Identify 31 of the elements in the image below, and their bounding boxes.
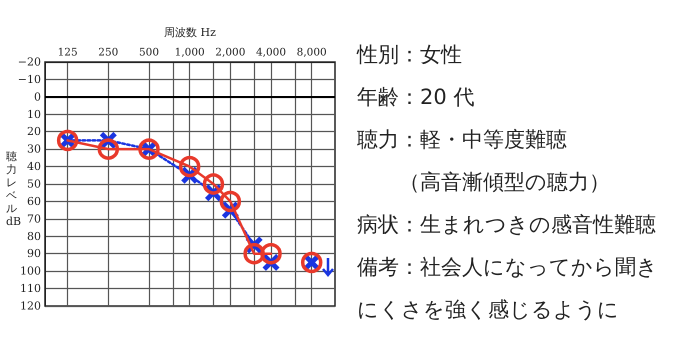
y-tick-label: −20 <box>18 56 41 68</box>
x-axis-title: 周波数 Hz <box>164 26 216 39</box>
x-tick-label: 125 <box>58 46 78 58</box>
y-tick-label: 90 <box>27 247 41 260</box>
text: 聴力：軽・中等度難聴 <box>357 128 567 152</box>
x-tick-label: 2,000 <box>215 46 246 58</box>
text: 病状：生まれつきの感音性難聴 <box>357 212 656 236</box>
y-tick-label: 40 <box>27 160 41 174</box>
x-tick-label: 1,000 <box>174 46 205 58</box>
text: 年齢：20 代 <box>357 85 474 109</box>
y-tick-label: 70 <box>27 212 41 226</box>
y-tick-label: 120 <box>20 300 41 312</box>
text: 性別：女性 <box>356 42 462 66</box>
y-tick-label: 80 <box>27 230 41 243</box>
text: にくさを強く感じるように <box>357 298 619 322</box>
y-axis-title: 聴力レベルdB <box>6 150 22 228</box>
x-tick-label: 250 <box>98 46 118 58</box>
x-tick-label: 4,000 <box>256 46 286 58</box>
y-tick-label: 0 <box>34 90 41 104</box>
x-tick-label: 500 <box>138 46 160 58</box>
y-tick-label: 30 <box>27 142 41 156</box>
y-tick-label: 100 <box>20 264 41 278</box>
x-tick-label: 8,000 <box>296 46 327 58</box>
y-tick-label: 10 <box>27 108 41 121</box>
y-tick-label: 60 <box>27 194 41 208</box>
y-tick-label: 20 <box>27 125 41 138</box>
y-tick-label: 50 <box>27 178 41 190</box>
text: （高音漸傾型の聴力） <box>357 170 610 194</box>
y-tick-label: −10 <box>18 72 41 86</box>
text: 備考：社会人になってから聞き <box>357 255 658 279</box>
y-tick-label: 110 <box>20 282 41 296</box>
